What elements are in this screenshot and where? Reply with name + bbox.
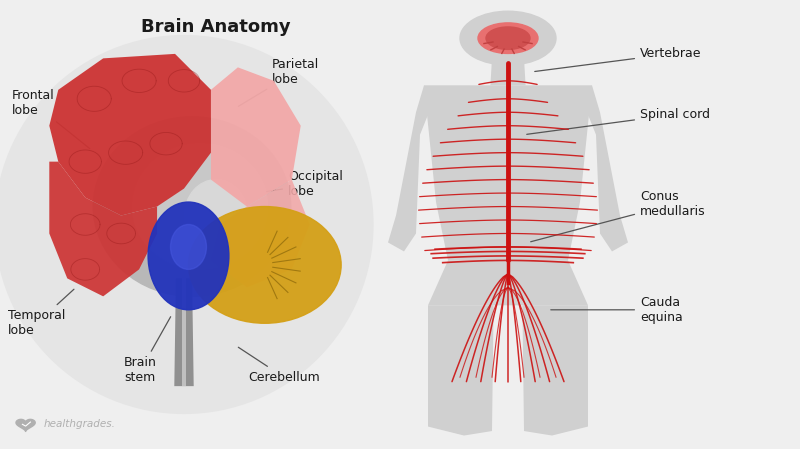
Ellipse shape bbox=[0, 36, 373, 413]
Text: Vertebrae: Vertebrae bbox=[534, 48, 702, 71]
Ellipse shape bbox=[133, 144, 267, 269]
Circle shape bbox=[460, 11, 556, 65]
Polygon shape bbox=[174, 278, 194, 386]
Ellipse shape bbox=[148, 202, 229, 310]
Polygon shape bbox=[428, 305, 494, 436]
Polygon shape bbox=[424, 85, 592, 202]
Ellipse shape bbox=[185, 180, 247, 251]
Polygon shape bbox=[582, 85, 628, 251]
Polygon shape bbox=[490, 58, 526, 85]
Polygon shape bbox=[211, 67, 301, 207]
Text: Conus
medullaris: Conus medullaris bbox=[530, 190, 706, 242]
Ellipse shape bbox=[486, 27, 530, 49]
Polygon shape bbox=[388, 85, 434, 251]
Text: Brain
stem: Brain stem bbox=[124, 317, 170, 384]
Polygon shape bbox=[50, 54, 211, 216]
Text: Occipital
lobe: Occipital lobe bbox=[258, 170, 343, 198]
Text: healthgrades.: healthgrades. bbox=[43, 419, 115, 429]
Text: Parietal
lobe: Parietal lobe bbox=[238, 58, 319, 106]
Polygon shape bbox=[182, 278, 186, 386]
Ellipse shape bbox=[170, 224, 206, 269]
Polygon shape bbox=[522, 305, 588, 436]
Ellipse shape bbox=[478, 23, 538, 53]
Text: Cauda
equina: Cauda equina bbox=[550, 296, 682, 324]
Text: Frontal
lobe: Frontal lobe bbox=[12, 89, 90, 149]
Polygon shape bbox=[16, 419, 35, 431]
Polygon shape bbox=[50, 162, 157, 296]
Text: Brain Anatomy: Brain Anatomy bbox=[141, 18, 291, 36]
Text: Temporal
lobe: Temporal lobe bbox=[8, 289, 74, 337]
Text: Cerebellum: Cerebellum bbox=[238, 347, 320, 383]
Polygon shape bbox=[211, 180, 310, 287]
Ellipse shape bbox=[94, 117, 290, 296]
Text: Spinal cord: Spinal cord bbox=[526, 108, 710, 134]
Polygon shape bbox=[436, 202, 580, 260]
Polygon shape bbox=[428, 260, 588, 305]
Ellipse shape bbox=[189, 207, 341, 323]
